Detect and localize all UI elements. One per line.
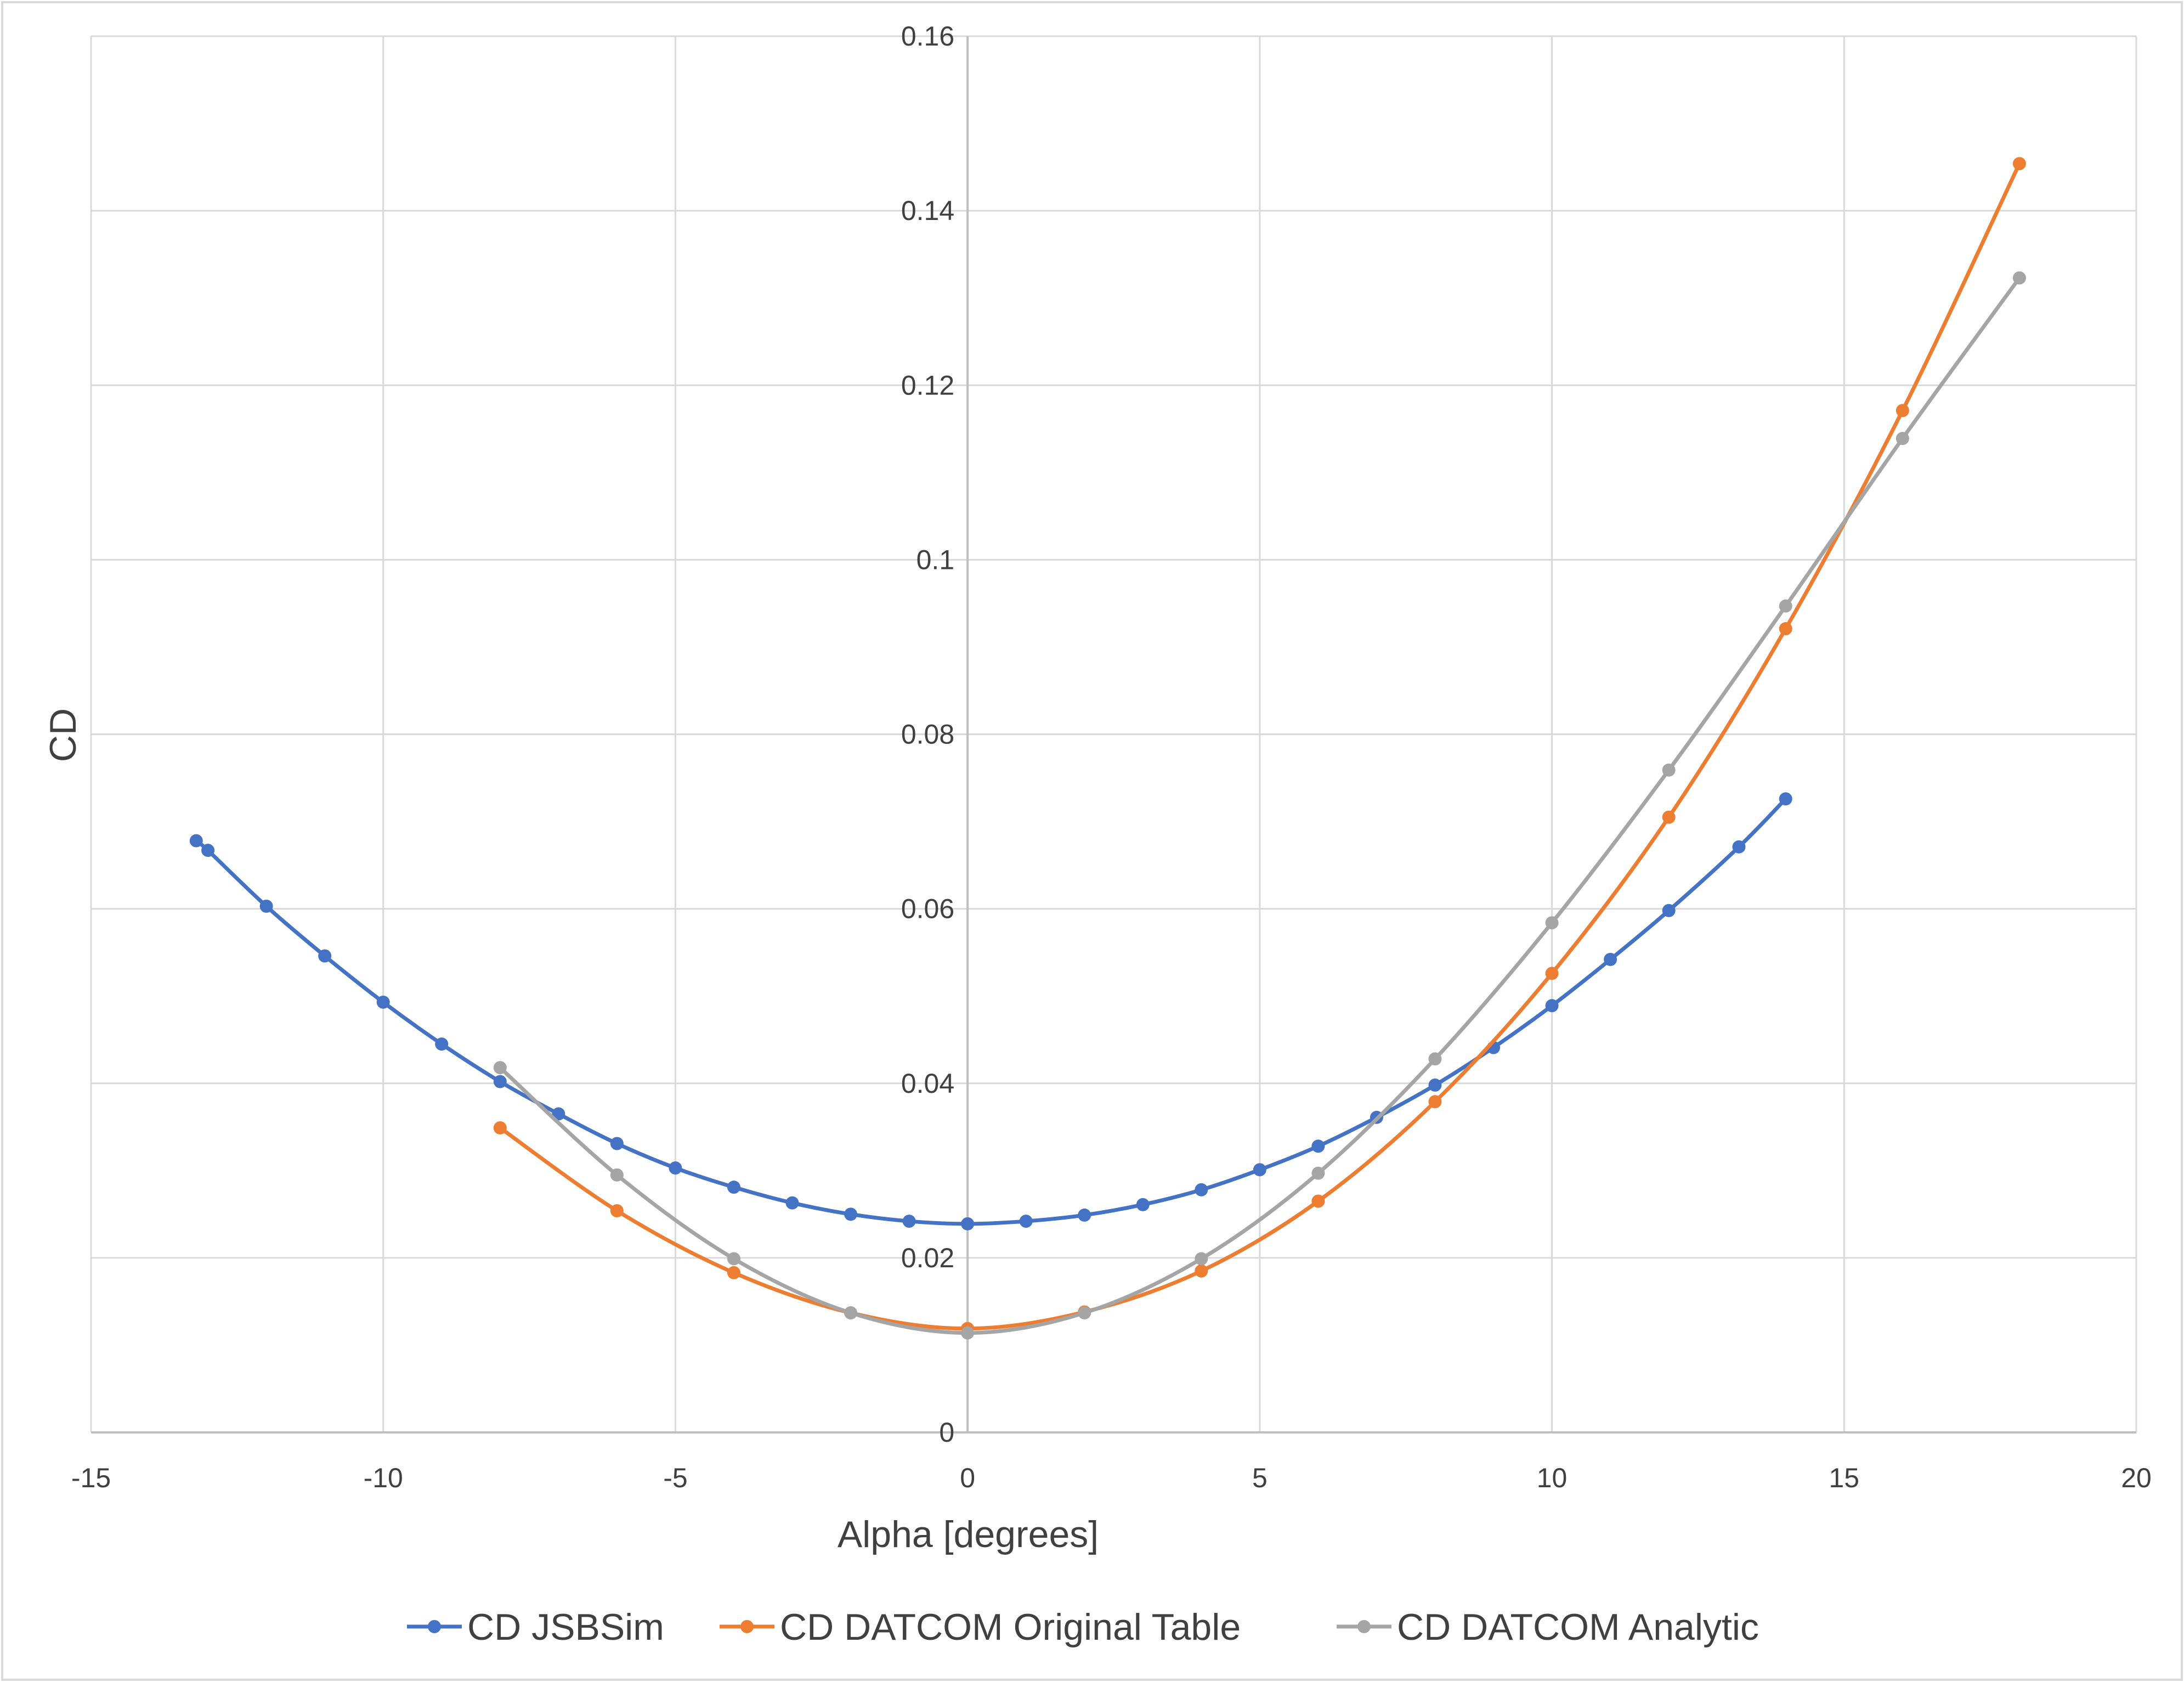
data-point [844,1306,858,1320]
data-point [376,995,390,1009]
data-point [493,1075,507,1088]
series-cd-datcom-analytic [493,271,2026,1340]
legend-label: CD JSBSim [467,1606,664,1648]
grid-layer [90,35,2137,1432]
x-axis-title: Alpha [degrees] [838,1514,1099,1555]
data-point [610,1168,624,1182]
y-tick-label: 0.02 [901,1243,954,1273]
x-tick-label: 15 [1829,1463,1859,1493]
data-point [493,1121,507,1134]
data-point [1019,1215,1033,1228]
x-tick-label: 0 [960,1463,975,1493]
legend-marker [428,1620,441,1633]
data-point [1195,1264,1208,1278]
x-tick-label: -10 [364,1463,403,1493]
series-line [499,162,2022,1331]
data-point [727,1266,740,1279]
data-point [1662,810,1676,824]
data-point [1253,1163,1266,1177]
data-point [1545,999,1559,1013]
data-point [1311,1139,1325,1153]
data-point [1195,1252,1208,1266]
data-point [1779,599,1792,613]
series-line [195,797,1787,1226]
data-point [1195,1183,1208,1196]
y-axis-title: CD [42,708,84,762]
tick-labels: -15 -10 -5 0 5 10 15 20 0 0.02 0.04 0.06 0.08 0.1 0.12… [71,21,2152,1493]
x-tick-label: 10 [1537,1463,1568,1493]
x-tick-label: -5 [663,1463,687,1493]
data-point [1311,1194,1325,1208]
data-point [610,1204,624,1217]
legend-marker [1357,1620,1371,1633]
data-point [1311,1166,1325,1180]
x-tick-label: 20 [2121,1463,2152,1493]
data-point [1428,1052,1442,1066]
data-point [1896,432,1909,445]
data-point [1732,840,1746,854]
data-point [1604,952,1617,966]
legend: CD JSBSim CD DATCOM Original Table CD DATC… [407,1606,1759,1648]
y-tick-label: 0.14 [901,195,954,226]
legend-item: CD DATCOM Original Table [720,1606,1241,1648]
data-point [2012,271,2026,285]
y-tick-label: 0.04 [901,1068,954,1099]
axis-layer [91,36,2136,1433]
data-point [1078,1306,1091,1320]
data-point [785,1196,799,1210]
y-tick-label: 0.06 [901,894,954,924]
data-point [435,1037,449,1051]
data-point [1428,1095,1442,1109]
data-point [1545,967,1559,980]
data-point [1136,1198,1150,1211]
y-tick-label: 0 [939,1417,954,1448]
legend-label: CD DATCOM Original Table [780,1606,1241,1648]
data-point [1078,1208,1091,1222]
data-point [1662,763,1676,777]
data-point [189,834,203,848]
data-point [610,1137,624,1150]
data-point [961,1217,975,1231]
data-point [727,1252,740,1266]
data-point [201,844,215,857]
data-point [318,949,332,963]
data-point [1779,622,1792,636]
x-tick-label: -15 [71,1463,111,1493]
y-tick-label: 0.16 [901,21,954,52]
data-point [1896,404,1909,417]
data-point [669,1161,682,1175]
data-point [727,1181,740,1194]
data-point [1779,792,1792,806]
legend-item: CD JSBSim [407,1606,664,1648]
data-point [1545,916,1559,930]
series-cd-jsbsim [189,792,1792,1231]
legend-label: CD DATCOM Analytic [1397,1606,1759,1648]
series-layer [189,157,2026,1340]
legend-item: CD DATCOM Analytic [1337,1606,1759,1648]
data-point [2012,157,2026,171]
y-tick-label: 0.1 [916,544,955,575]
legend-marker [740,1620,754,1633]
data-point [902,1215,916,1228]
data-point [493,1061,507,1075]
data-point [1662,904,1676,917]
y-tick-label: 0.12 [901,370,954,400]
data-point [1428,1078,1442,1092]
data-point [961,1326,975,1340]
data-point [259,899,273,913]
y-tick-label: 0.08 [901,719,954,750]
data-point [844,1207,858,1221]
x-tick-label: 5 [1252,1463,1268,1493]
